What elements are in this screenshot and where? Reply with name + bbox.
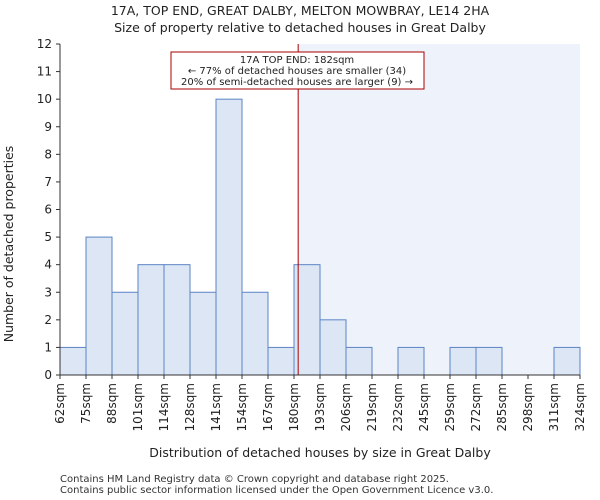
y-tick-label: 4 [44,258,52,272]
y-axis-label: Number of detached properties [1,146,16,343]
x-tick-label: 75sqm [79,383,93,424]
bar-114sqm [163,264,191,376]
bar-88sqm [111,291,139,376]
bar-206sqm [345,346,373,376]
bar-193sqm [319,319,347,376]
y-tick-label: 8 [44,147,52,161]
x-tick-label: 298sqm [521,383,535,431]
bar-259sqm [449,346,477,376]
x-tick-label: 311sqm [547,383,561,431]
x-tick-label: 245sqm [417,383,431,431]
chart-title-line1: 17A, TOP END, GREAT DALBY, MELTON MOWBRA… [111,3,490,18]
x-tick-label: 88sqm [105,383,119,424]
y-tick-label: 6 [44,203,52,217]
footer-line1: Contains HM Land Registry data © Crown c… [60,474,449,485]
x-tick-label: 101sqm [131,383,145,431]
bar-154sqm [241,291,269,376]
x-tick-label: 167sqm [261,383,275,431]
y-tick-label: 3 [44,285,52,299]
x-tick-label: 259sqm [443,383,457,431]
x-axis-label: Distribution of detached houses by size … [149,445,491,460]
y-tick-label: 0 [44,368,52,382]
bar-272sqm [475,346,503,376]
bar-167sqm [267,346,295,376]
annotation-line1: 17A TOP END: 182sqm [240,55,354,66]
annotation-line2: ← 77% of detached houses are smaller (34… [188,66,406,77]
y-tick-label: 7 [44,175,52,189]
bar-128sqm [189,291,217,376]
x-tick-label: 128sqm [183,383,197,431]
x-tick-label: 141sqm [209,383,223,431]
bar-101sqm [137,264,165,376]
y-tick-label: 11 [37,65,52,79]
footer-line2: Contains public sector information licen… [60,485,493,496]
bar-311sqm [553,346,581,376]
annotation-line3: 20% of semi-detached houses are larger (… [181,77,413,88]
annotation-frame [170,51,425,90]
y-tick-label: 1 [44,340,52,354]
y-tick-label: 2 [44,313,52,327]
y-tick-label: 9 [44,120,52,134]
x-tick-label: 324sqm [573,383,587,431]
x-tick-label: 154sqm [235,383,249,431]
x-tick-label: 193sqm [313,383,327,431]
x-tick-label: 180sqm [287,383,301,431]
bar-62sqm [59,346,87,376]
x-tick-label: 62sqm [53,383,67,424]
y-tick-label: 12 [37,37,52,51]
x-tick-label: 114sqm [157,383,171,431]
x-axis-ticks: 62sqm 75sqm 88sqm 101sqm 114sqm 128sqm 141sqm 1… [53,375,587,431]
x-tick-label: 232sqm [391,383,405,431]
y-tick-label: 10 [37,92,52,106]
bar-75sqm [85,236,113,376]
x-tick-label: 219sqm [365,383,379,431]
bar-232sqm [397,346,425,376]
bars-group [59,98,581,376]
bar-141sqm [215,98,243,376]
y-tick-label: 5 [44,230,52,244]
x-tick-label: 206sqm [339,383,353,431]
annotation-box: 17A TOP END: 182sqm ← 77% of detached ho… [170,51,425,90]
x-tick-label: 285sqm [495,383,509,431]
chart-title-line2: Size of property relative to detached ho… [114,20,486,35]
x-tick-label: 272sqm [469,383,483,431]
